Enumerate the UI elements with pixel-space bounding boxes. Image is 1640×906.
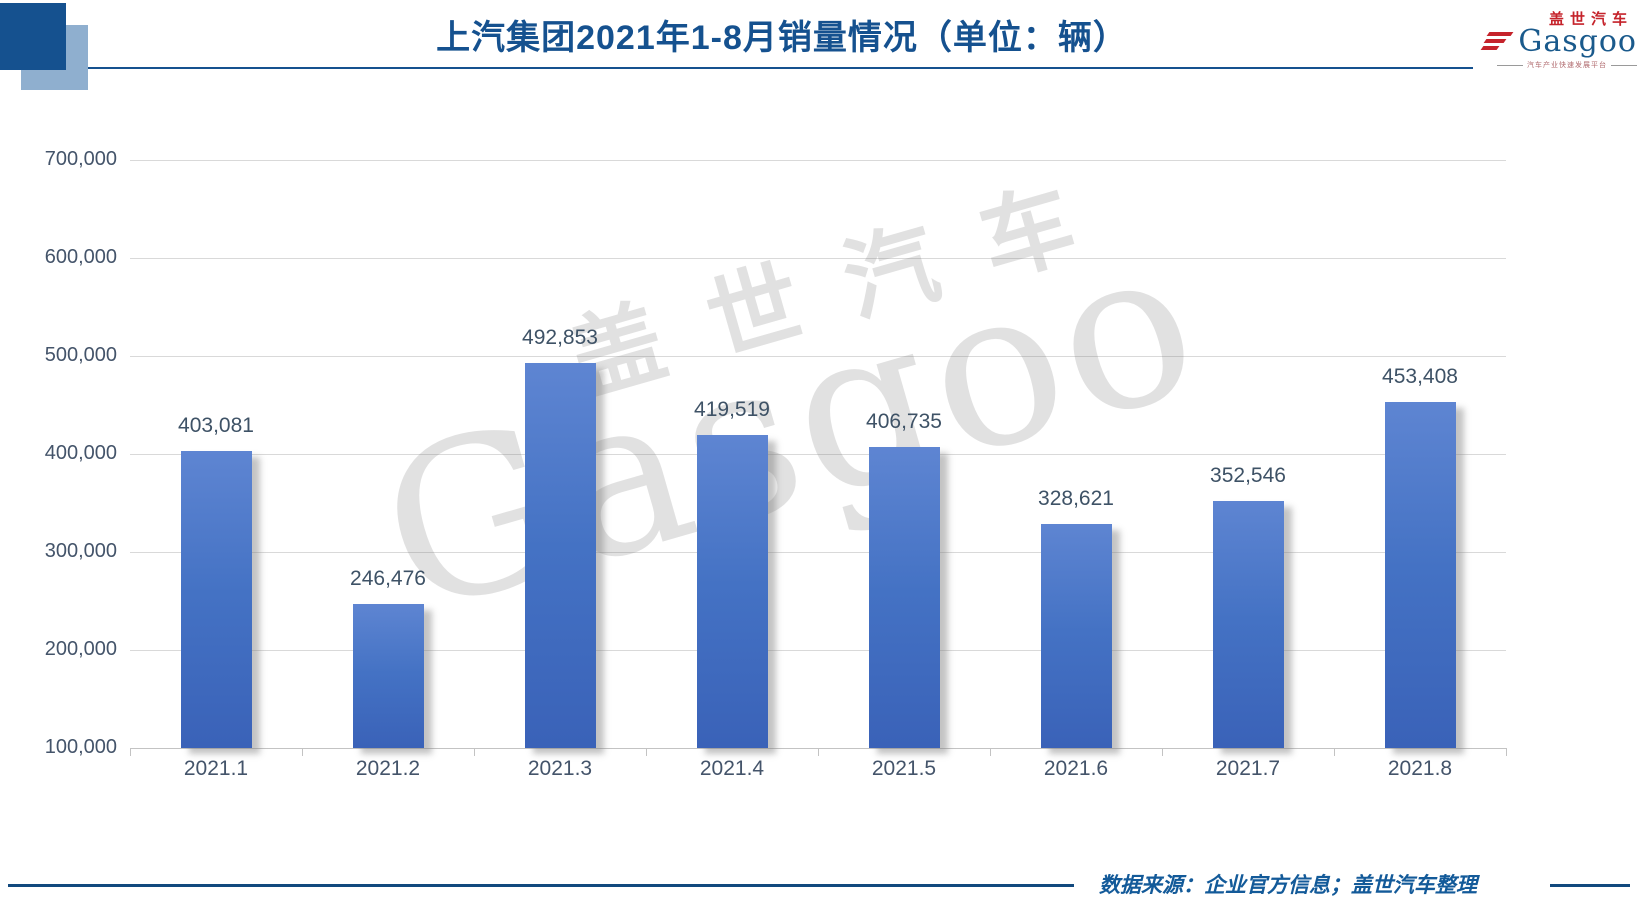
bar-value-label: 453,408 [1382,364,1458,388]
gridline [130,453,1506,455]
y-axis-label: 500,000 [44,344,117,366]
axis-tick [302,748,303,756]
x-axis-label: 2021.7 [1215,757,1281,780]
decor-square-dark [0,3,66,70]
bar [1040,523,1112,748]
y-axis-label: 300,000 [44,540,117,562]
bar-value-label: 406,735 [866,410,942,434]
gridline [130,551,1506,553]
tagline-text: 汽车产业快速发展平台 [1527,62,1607,69]
y-axis-label: 700,000 [44,148,117,170]
footer-line-long [8,884,1074,887]
logo-en-text: Gasgoo [1518,24,1637,59]
x-axis-label: 2021.8 [1387,757,1453,780]
x-axis-label: 2021.6 [1043,757,1109,780]
gridline [130,159,1506,161]
gasgoo-logo: 盖世汽车 Gasgoo 汽车产业快速发展平台 [1452,8,1637,70]
axis-tick [474,748,475,756]
gridline [130,649,1506,651]
chart-title: 上汽集团2021年1-8月销量情况（单位：辆） [436,19,1128,57]
bar-value-label: 246,476 [350,567,426,591]
watermark-cn-text: 盖世汽车 [559,158,1135,414]
gridline [130,355,1506,357]
bar [1384,401,1456,748]
logo-cn-text: 盖世汽车 [1548,11,1633,28]
header-divider [88,67,1473,69]
y-axis-label: 200,000 [44,638,117,660]
x-axis-label: 2021.1 [183,757,249,780]
bar [524,363,596,748]
y-axis-label: 400,000 [44,442,117,464]
x-axis-label: 2021.2 [355,757,421,780]
bar [180,450,252,748]
bar [352,604,424,748]
axis-tick [818,748,819,756]
bar-value-label: 419,519 [694,397,770,421]
tagline-dash-right [1611,64,1637,66]
y-axis-label: 100,000 [44,736,117,758]
footer-line-short [1550,884,1630,887]
source-note: 数据来源：企业官方信息；盖世汽车整理 [1099,874,1477,897]
x-axis-label: 2021.3 [527,757,593,780]
logo-tagline: 汽车产业快速发展平台 [1497,60,1637,70]
y-axis-label: 600,000 [44,246,117,268]
gridline [130,257,1506,259]
bar-value-label: 328,621 [1038,486,1114,510]
axis-tick [1506,748,1507,756]
axis-tick [990,748,991,756]
x-axis-label: 2021.5 [871,757,937,780]
axis-tick [646,748,647,756]
bar [1212,500,1284,748]
x-axis-label: 2021.4 [699,757,765,780]
axis-tick [1162,748,1163,756]
bar-value-label: 403,081 [178,413,254,437]
axis-tick [1334,748,1335,756]
bar [696,434,768,748]
logo-en-wordmark: Gasgoo [1481,24,1637,59]
axis-tick [130,748,131,756]
tagline-dash-left [1497,64,1523,66]
bar-value-label: 492,853 [522,326,598,349]
bar-value-label: 352,546 [1210,463,1286,487]
bar [868,447,940,748]
